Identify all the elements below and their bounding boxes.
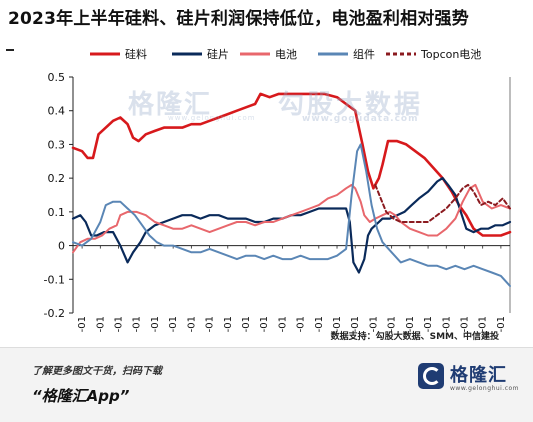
footer: 了解更多图文干货，扫码下载 “格隆汇App” 格隆汇 www.gelonghui… [0,347,533,422]
gelonghui-watermark: 格隆汇 www.gelonghui.com [128,84,255,122]
y-tick-label: 0.5 [48,71,66,84]
x-tick-label: 2022-06-01 [241,316,252,332]
x-tick-label: 2023-06-01 [459,316,470,332]
y-tick-label: 0 [58,240,65,253]
gelonghui-watermark-url: www.gelonghui.com [168,114,256,122]
x-tick-label: 2021-10-01 [95,316,106,332]
series-line-3 [72,143,511,287]
legend-label-3: 组件 [353,47,375,61]
x-tick-label: 2021-11-01 [114,316,125,332]
x-tick-label: 2022-10-01 [314,316,325,332]
legend-label-2: 电池 [275,48,297,61]
source-note: 数据支持：勾股大数据、SMM、中信建投 [330,332,499,342]
y-tick-label: 0.2 [48,172,66,185]
x-tick-label: 2023-05-01 [441,316,452,332]
gogudata-watermark-url: www.gogudata.com [302,114,419,124]
x-tick-label: 2022-02-01 [168,316,179,332]
x-tick-label: 2023-08-01 [496,316,507,332]
x-tick-label: 2022-04-01 [205,316,216,332]
gogudata-watermark: 勾股大数据 www.gogudata.com [278,84,424,124]
legend: 硅料 硅片 电池 组件 Topcon电池 [6,47,481,61]
y-tick-label: -0.1 [44,273,65,286]
legend-label-1: 硅片 [207,48,229,61]
x-tick-label: 2022-09-01 [296,316,307,332]
line-chart: 硅料 硅片 电池 组件 Topcon电池 -0.2 -0.1 0 0.1 0.2 0.3 0.4 0.… [6,47,512,332]
x-tick-label: 2023-07-01 [478,316,489,332]
footer-divider [0,347,533,348]
legend-label-4: Topcon电池 [420,48,481,61]
y-tick-label: 0.4 [48,105,66,118]
y-tick-label: 0.1 [48,206,66,219]
chart-title: 2023年上半年硅料、硅片利润保持低位，电池盈利相对强势 [8,9,469,29]
x-tick-label: 2022-01-01 [150,316,161,332]
x-tick-label: 2023-03-01 [405,316,416,332]
series-line-4 [374,183,511,223]
footer-logo-url: www.gelonghui.com [450,385,520,392]
x-tick-label: 2022-11-01 [332,316,343,332]
gelonghui-logo-icon [418,363,444,389]
series-line-1 [71,177,512,274]
x-tick-label: 2022-05-01 [223,316,234,332]
y-axis: -0.2 -0.1 0 0.1 0.2 0.3 0.4 0.5 [44,71,511,320]
x-tick-label: 2022-07-01 [259,316,270,332]
x-tick-label: 2022-03-01 [186,316,197,332]
x-tick-label: 2021-09-01 [77,316,88,332]
footer-logo-text: 格隆汇 [450,365,507,386]
plot-lines [71,92,512,287]
footer-app-name[interactable]: “格隆汇App” [32,387,130,405]
series-line-2 [72,183,511,254]
series-line-0 [71,92,512,237]
legend-label-0: 硅料 [125,47,147,61]
gogudata-watermark-text: 勾股大数据 [278,90,424,120]
y-tick-label: 0.3 [48,138,66,151]
footer-tagline: 了解更多图文干货，扫码下载 [32,366,162,377]
x-tick-label: 2023-01-01 [368,316,379,332]
x-tick-label: 2023-02-01 [387,316,398,332]
x-tick-label: 2022-12-01 [350,316,361,332]
y-tick-label: -0.2 [44,307,65,320]
x-axis: 2021-09-01 2021-10-01 2021-11-01 2021-12-01… [77,245,507,332]
gelonghui-watermark-text: 格隆汇 [128,90,213,120]
x-tick-label: 2022-08-01 [277,316,288,332]
x-tick-label: 2021-12-01 [132,316,143,332]
x-tick-label: 2023-04-01 [423,316,434,332]
